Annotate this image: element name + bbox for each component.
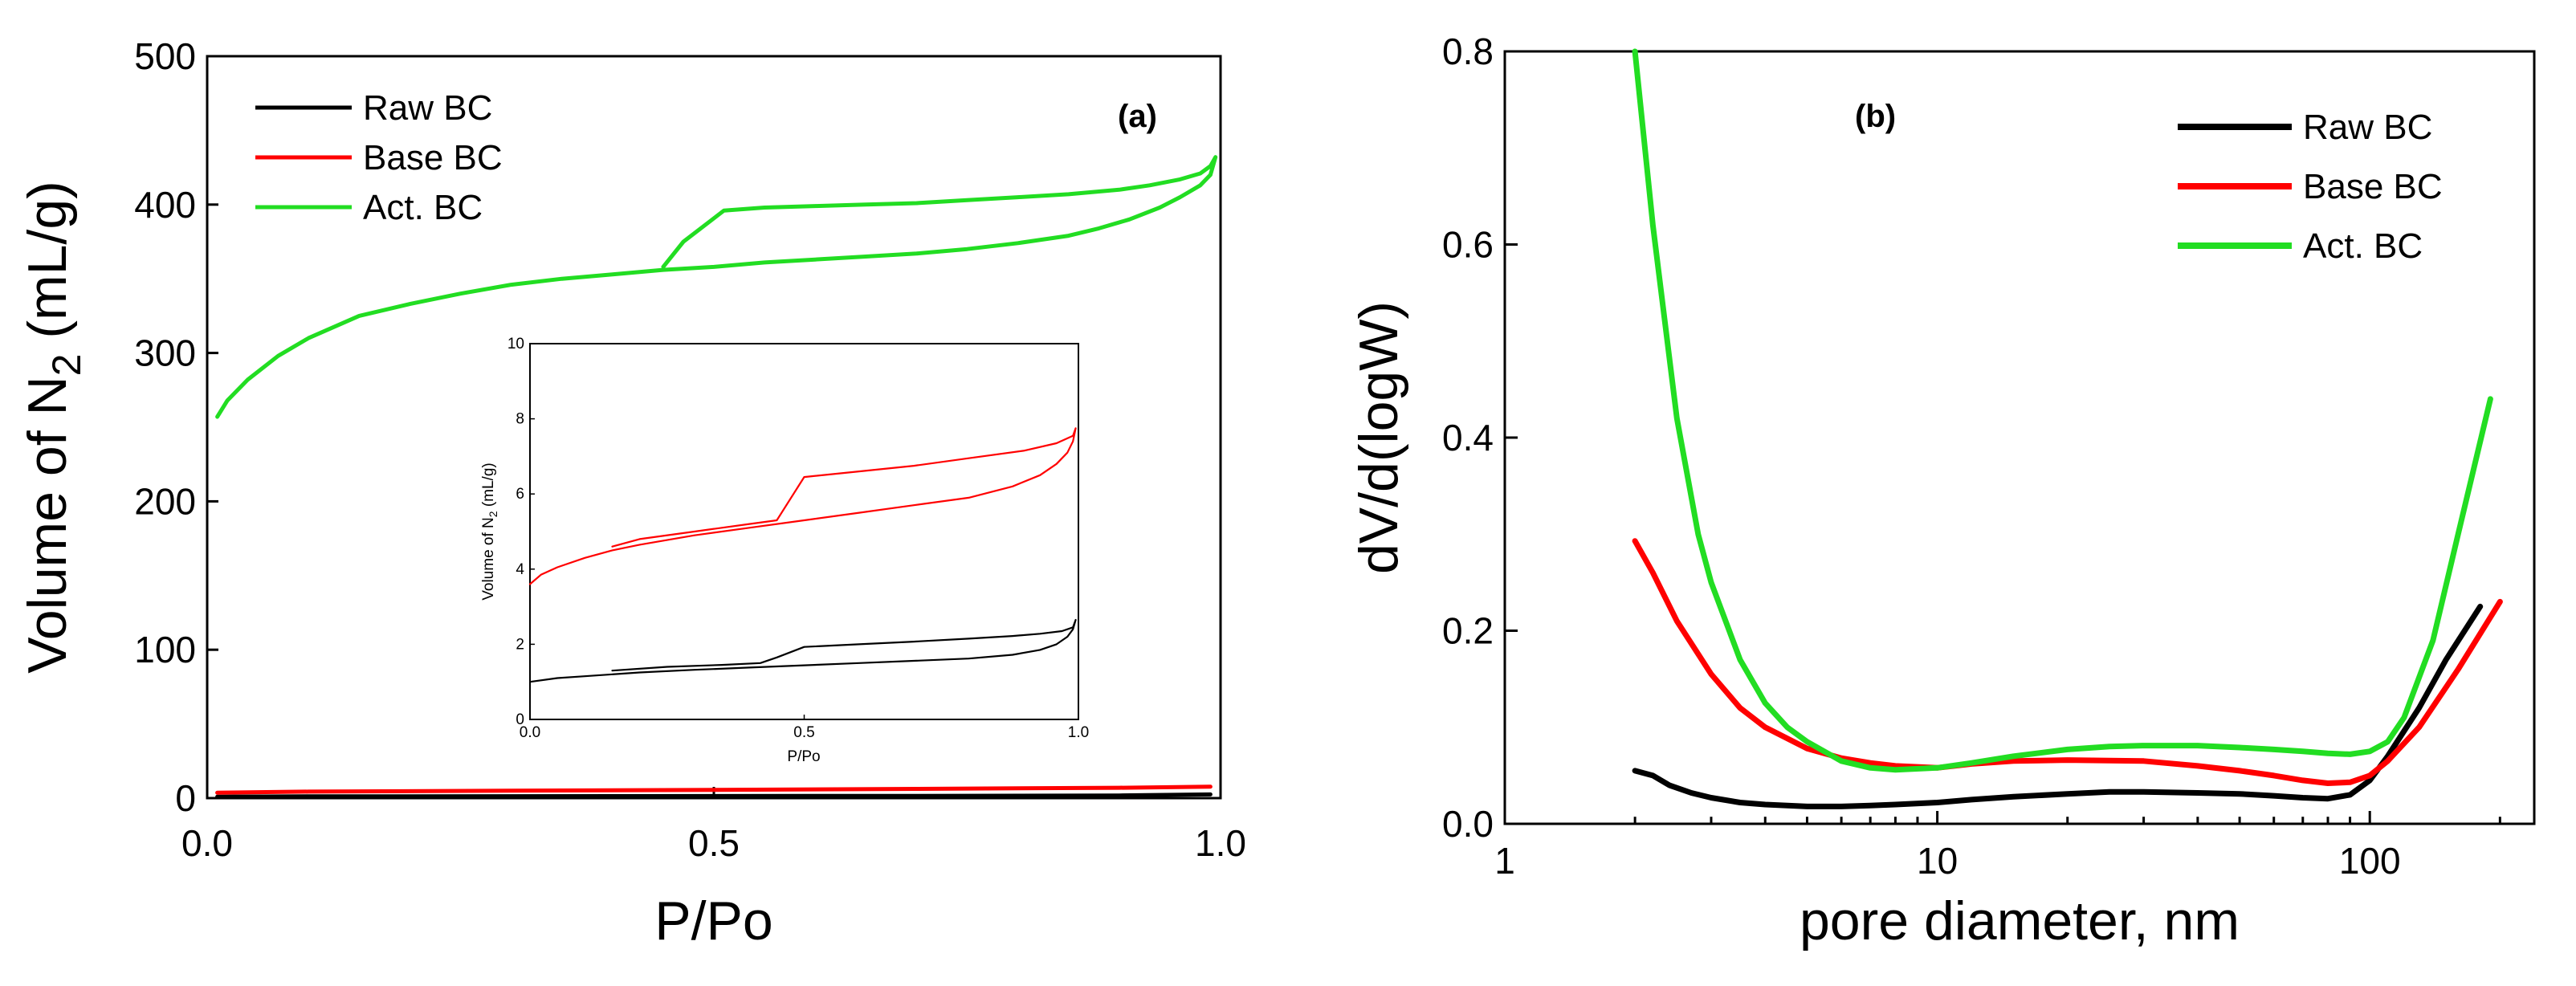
inset-y-axis-label-main: Volume of N: [480, 517, 497, 601]
inset-series-group: [528, 427, 1077, 683]
a-x-tick-label: 0.0: [181, 822, 233, 864]
inset-x-tick-label: 0.0: [520, 724, 540, 741]
a-legend-label: Base BC: [363, 138, 503, 177]
b-y-tick-label: 0.4: [1442, 417, 1494, 458]
series-group-b: [1632, 48, 2503, 809]
series-group-a: [215, 155, 1218, 799]
b-series-act-bc: [1632, 48, 2493, 773]
axis-ticks-b: 1 10 100 0.0 0.2 0.4 0.6 0.8: [1442, 31, 2501, 882]
b-y-tick-label: 0.2: [1442, 610, 1494, 652]
inset-y-axis-label-sub: 2: [487, 511, 499, 517]
b-legend-label: Act. BC: [2303, 226, 2423, 266]
a-y-tick-label: 100: [134, 629, 196, 670]
a-series-raw-bc: [215, 792, 1213, 799]
x-axis-label-a: P/Po: [654, 890, 772, 951]
svg-text:Volume of N2 (mL/g): Volume of N2 (mL/g): [17, 181, 89, 674]
panel-label-b: (b): [1855, 99, 1896, 134]
svg-text:Volume of N2 (mL/g): Volume of N2 (mL/g): [480, 462, 499, 600]
inset-series-raw-bc: [528, 618, 1077, 683]
panel-label-a: (a): [1118, 99, 1157, 134]
inset-y-tick-label: 8: [516, 411, 524, 428]
a-x-tick-label: 0.5: [688, 822, 740, 864]
y-axis-label-a-unit: (mL/g): [17, 181, 78, 353]
y-axis-label-b: dV/d(logW): [1348, 301, 1409, 574]
b-legend-label: Base BC: [2303, 167, 2443, 206]
inset-y-axis-label: Volume of N2 (mL/g): [480, 462, 499, 600]
a-x-tick-label: 1.0: [1195, 822, 1246, 864]
b-y-tick-label: 0.0: [1442, 803, 1494, 845]
b-x-tick-label: 10: [1917, 840, 1958, 882]
a-y-tick-label: 300: [134, 332, 196, 374]
b-series-base-bc: [1632, 538, 2503, 786]
a-series-base-bc: [215, 784, 1213, 795]
b-y-tick-label: 0.8: [1442, 31, 1494, 72]
inset-y-tick-label: 10: [507, 336, 524, 352]
inset-x-tick-label: 1.0: [1068, 724, 1089, 741]
a-y-tick-label: 200: [134, 480, 196, 522]
inset-series-base-bc: [528, 427, 1077, 585]
inset-x-tick-label: 0.5: [793, 724, 814, 741]
inset-y-tick-label: 0: [516, 711, 524, 728]
b-y-tick-label: 0.6: [1442, 224, 1494, 266]
a-legend-label: Act. BC: [363, 188, 483, 227]
inset-y-tick-label: 4: [516, 561, 524, 578]
b-x-tick-label: 100: [2339, 840, 2401, 882]
legend-a: Raw BC Base BC Act. BC: [255, 88, 503, 227]
y-axis-label-a-main: Volume of N: [17, 376, 78, 673]
a-y-tick-label: 400: [134, 184, 196, 226]
y-axis-label-a: Volume of N2 (mL/g): [17, 181, 89, 674]
a-legend-label: Raw BC: [363, 88, 492, 128]
inset-axis-ticks: 0.0 0.5 1.0 0 2 4 6 8 10: [507, 336, 1089, 741]
inset-y-tick-label: 2: [516, 636, 524, 653]
inset-frame: [529, 343, 1079, 720]
b-x-tick-label: 1: [1494, 840, 1515, 882]
a-series-act-bc: [215, 155, 1218, 419]
inset-x-axis-label: P/Po: [787, 748, 820, 765]
b-legend-label: Raw BC: [2303, 108, 2432, 147]
y-axis-label-a-sub: 2: [44, 354, 89, 377]
b-series-raw-bc: [1632, 603, 2484, 809]
a-y-tick-label: 0: [175, 777, 196, 819]
inset-y-axis-label-unit: (mL/g): [480, 462, 497, 511]
x-axis-label-b: pore diameter, nm: [1800, 890, 2240, 951]
legend-b: Raw BC Base BC Act. BC: [2178, 108, 2443, 266]
a-y-tick-label: 500: [134, 35, 196, 77]
inset-y-tick-label: 6: [516, 486, 524, 503]
